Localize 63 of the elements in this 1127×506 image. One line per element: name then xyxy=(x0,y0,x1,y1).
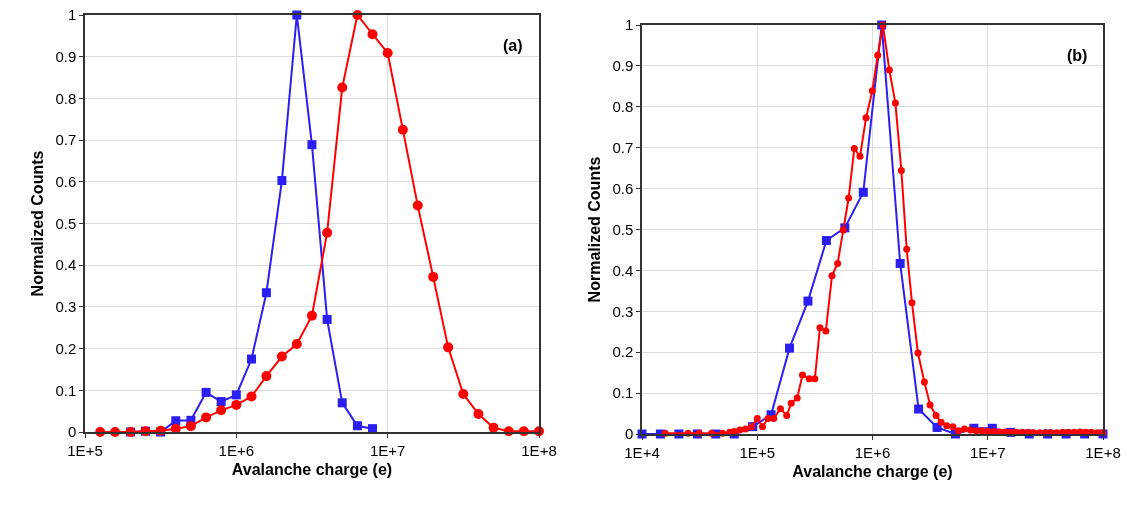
annotation: (b) xyxy=(1067,47,1088,64)
y-tick-label: 0.3 xyxy=(55,298,77,316)
point xyxy=(397,124,408,135)
x-tick-label: 1E+5 xyxy=(739,443,775,461)
y-tick-label: 0 xyxy=(67,423,77,441)
y-tick-label: 0.6 xyxy=(612,179,634,197)
y-tick-label: 0.2 xyxy=(612,343,634,361)
y-tick-label: 0.1 xyxy=(55,381,77,399)
point xyxy=(201,412,212,423)
point xyxy=(473,409,484,420)
point xyxy=(785,343,795,353)
point xyxy=(858,187,868,197)
y-tick-label: 0.5 xyxy=(612,220,634,238)
x-tick-label: 1E+5 xyxy=(67,441,103,459)
point xyxy=(246,391,257,402)
y-axis-title: Normalized Counts xyxy=(585,156,603,303)
x-tick-label: 1E+4 xyxy=(624,443,660,461)
point xyxy=(261,371,272,382)
point xyxy=(382,47,393,58)
point xyxy=(276,351,287,362)
y-tick-label: 1 xyxy=(624,16,634,34)
y-tick-label: 0.6 xyxy=(55,173,77,191)
y-tick-label: 0.2 xyxy=(55,339,77,357)
x-axis-title: Avalanche charge (e) xyxy=(792,462,953,480)
point xyxy=(306,310,317,321)
point xyxy=(412,200,423,211)
point xyxy=(803,296,813,306)
point xyxy=(914,404,924,414)
point xyxy=(428,271,439,282)
x-tick-label: 1E+6 xyxy=(854,443,891,461)
y-tick-label: 0.8 xyxy=(612,98,634,116)
y-tick-label: 0.8 xyxy=(55,89,77,107)
x-tick-label: 1E+7 xyxy=(369,441,406,459)
x-tick-label: 1E+6 xyxy=(218,441,255,459)
x-tick-label: 1E+8 xyxy=(521,441,557,459)
point xyxy=(231,399,242,410)
x-tick-label: 1E+7 xyxy=(970,443,1006,461)
point xyxy=(216,405,227,416)
point xyxy=(185,421,196,432)
point xyxy=(458,389,469,400)
y-tick-label: 0.4 xyxy=(612,261,634,279)
y-axis-title: Normalized Counts xyxy=(28,150,46,297)
point xyxy=(821,236,831,246)
x-tick-label: 1E+8 xyxy=(1085,443,1121,461)
point xyxy=(291,339,302,350)
y-tick-label: 0.9 xyxy=(612,57,634,75)
point xyxy=(488,422,499,433)
y-tick-label: 0.4 xyxy=(55,256,77,274)
point xyxy=(443,342,454,353)
point xyxy=(367,29,378,40)
y-tick-label: 0.5 xyxy=(55,214,77,232)
point xyxy=(895,258,905,268)
y-tick-label: 0.1 xyxy=(612,384,634,402)
y-tick-label: 0 xyxy=(624,425,634,443)
y-tick-label: 0.7 xyxy=(55,131,77,149)
point xyxy=(337,82,348,93)
point xyxy=(322,227,333,238)
x-axis-title: Avalanche charge (e) xyxy=(231,460,393,478)
y-tick-label: 0.7 xyxy=(612,138,634,156)
annotation: (a) xyxy=(503,37,523,54)
y-tick-label: 0.3 xyxy=(612,302,634,320)
y-tick-label: 0.9 xyxy=(55,47,77,65)
y-tick-label: 1 xyxy=(67,6,77,24)
